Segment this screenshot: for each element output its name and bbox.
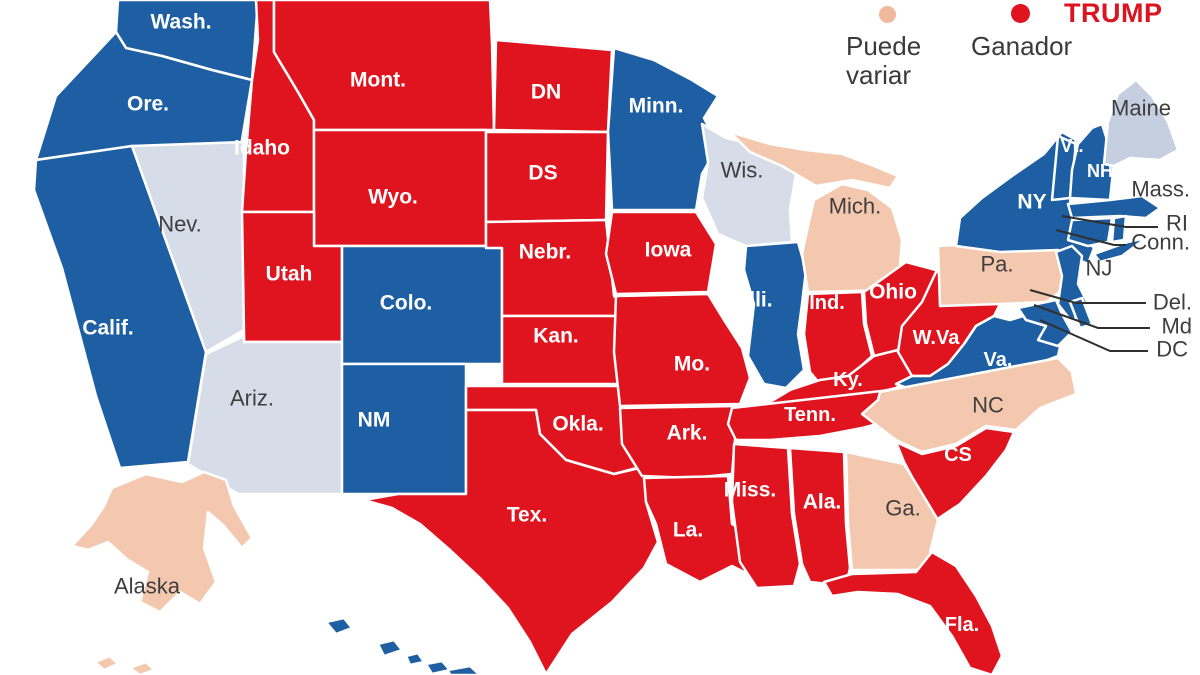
- state-maine: [1102, 78, 1180, 168]
- state-ariz: [186, 334, 344, 496]
- state-alaska-part2: [93, 654, 120, 672]
- state-ore: [34, 30, 254, 162]
- states-layer: [32, 0, 1180, 675]
- state-label-minn: Minn.: [629, 95, 684, 118]
- callout-label-md: Md: [1161, 314, 1192, 339]
- state-label-ark: Ark.: [667, 422, 708, 445]
- state-label-idaho: Idaho: [234, 137, 290, 160]
- state-label-colo: Colo.: [380, 292, 433, 315]
- state-label-tenn: Tenn.: [784, 404, 836, 426]
- state-alaska-part1: [70, 470, 254, 614]
- state-label-va: Va.: [984, 349, 1013, 371]
- state-label-ore: Ore.: [127, 93, 169, 116]
- callout-line-md: [1033, 304, 1150, 329]
- state-label-fla: Fla.: [945, 614, 979, 636]
- state-label-nd: DN: [531, 81, 561, 104]
- state-label-wis: Wis.: [721, 158, 764, 183]
- callout-label-dc: DC: [1156, 337, 1188, 362]
- state-label-la: La.: [673, 519, 703, 542]
- state-label-ga: Ga.: [885, 496, 920, 521]
- state-label-calif: Calif.: [82, 317, 133, 340]
- state-label-vt: Vt.: [1060, 136, 1083, 156]
- state-ill: [742, 240, 808, 390]
- state-labels-layer: Wash. Ore. Calif. Nev. Idaho Mont. Wyo. Utah Ari…: [82, 11, 1192, 637]
- state-iowa: [604, 210, 718, 296]
- state-label-ohio: Ohio: [869, 281, 917, 304]
- callout-label-ri: RI: [1166, 211, 1188, 236]
- state-label-nh: NH: [1087, 161, 1113, 181]
- state-label-miss: Miss.: [724, 479, 777, 502]
- callout-label-nj: NJ: [1086, 256, 1113, 281]
- state-miss: [730, 442, 802, 590]
- state-label-ind: Ind.: [809, 292, 845, 314]
- state-label-ala: Ala.: [803, 491, 842, 514]
- state-mich-part1: [728, 130, 900, 190]
- state-label-pa: Pa.: [980, 252, 1013, 277]
- state-label-sc: CS: [944, 444, 972, 466]
- state-mo: [612, 292, 752, 408]
- callout-line-ri: [1061, 215, 1158, 228]
- state-hawaii-part2: [376, 638, 404, 658]
- leader-lines-layer: [1029, 215, 1158, 352]
- state-hawaii-part1: [324, 616, 354, 636]
- callout-line-del: [1029, 289, 1146, 304]
- callout-line-dc: [1039, 319, 1148, 352]
- callout-line-conn: [1055, 229, 1126, 246]
- callout-label-del: Del.: [1153, 290, 1192, 315]
- state-label-wva: W.Va: [913, 327, 961, 349]
- state-label-okla: Okla.: [552, 413, 603, 436]
- state-label-nm: NM: [358, 409, 391, 432]
- state-label-iowa: Iowa: [645, 239, 692, 262]
- state-minn: [606, 46, 720, 212]
- state-label-maine: Maine: [1111, 96, 1171, 121]
- state-label-nc: NC: [972, 393, 1004, 418]
- state-ri_state: [1110, 214, 1128, 244]
- state-label-nebr: Nebr.: [519, 241, 572, 264]
- state-label-mich: Mich.: [829, 194, 882, 219]
- state-nh: [1068, 122, 1116, 202]
- state-tex: [362, 408, 660, 675]
- state-hawaii-part4: [424, 659, 452, 675]
- state-label-ky: Ky.: [833, 369, 863, 391]
- state-label-wash: Wash.: [150, 11, 211, 34]
- state-alaska-part3: [128, 660, 156, 675]
- state-label-tex: Tex.: [507, 504, 547, 527]
- state-label-alaska: Alaska: [114, 574, 181, 599]
- state-label-mo: Mo.: [674, 353, 710, 376]
- state-label-sd: DS: [528, 162, 557, 185]
- state-label-nev: Nev.: [158, 212, 202, 237]
- state-ct_state: [1066, 216, 1114, 248]
- state-label-ill: Illi.: [743, 289, 772, 312]
- state-label-utah: Utah: [266, 263, 313, 286]
- state-hawaii-part3: [404, 651, 426, 667]
- state-mass_state: [1066, 194, 1162, 220]
- callout-label-mass: Mass.: [1131, 177, 1190, 202]
- state-fla: [822, 550, 1004, 675]
- state-label-wyo: Wyo.: [368, 186, 418, 209]
- state-hawaii-part5: [446, 664, 482, 675]
- state-label-mont: Mont.: [350, 69, 406, 92]
- state-nc: [860, 356, 1078, 454]
- state-label-kan: Kan.: [533, 325, 579, 348]
- state-label-ariz: Ariz.: [230, 386, 274, 411]
- callout-label-conn: Conn.: [1131, 230, 1190, 255]
- state-label-ny: NY: [1017, 191, 1046, 214]
